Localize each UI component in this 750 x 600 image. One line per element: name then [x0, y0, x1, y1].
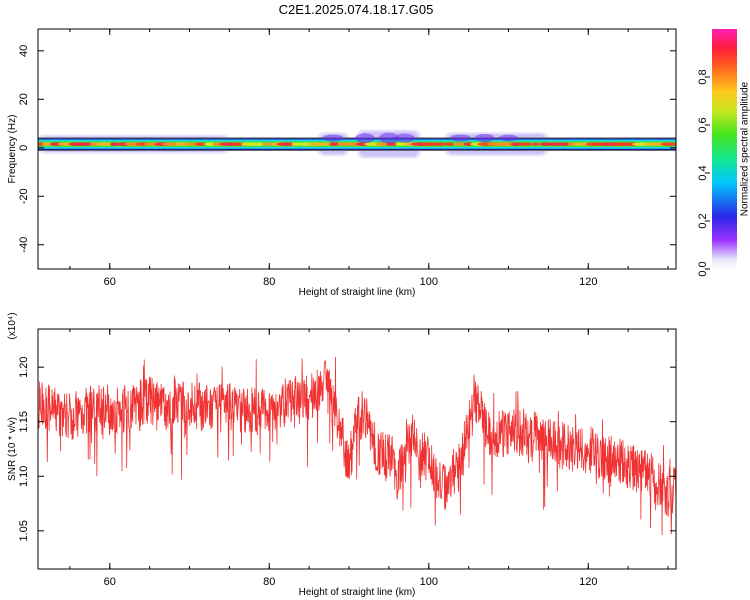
band-blob	[317, 142, 333, 146]
top-ytick-label: 0	[18, 145, 30, 151]
top-xtick-label: 60	[104, 276, 116, 288]
bottom-xtick-label: 100	[420, 576, 438, 588]
band-blob	[539, 142, 551, 146]
band-disturbance	[378, 132, 399, 144]
colorbar-tick-label: 0.8	[697, 69, 709, 84]
top-ytick-label: -20	[18, 188, 30, 204]
band-disturbance	[450, 134, 471, 142]
bottom-ytick-label: 1.20	[18, 356, 30, 377]
band-blob	[233, 142, 245, 146]
bottom-ylabel-multiplier: (x10⁴)	[7, 312, 18, 339]
band-blob	[42, 142, 54, 146]
bottom-ylabel: SNR (10 * v/v)	[7, 417, 18, 481]
band-blob	[375, 142, 390, 146]
band-blob	[96, 142, 114, 146]
chart-title: C2E1.2025.074.18.17.G05	[279, 2, 434, 17]
snr-series-line	[38, 356, 676, 535]
band-blob	[433, 142, 447, 146]
band-disturbance	[323, 134, 344, 142]
band-blob	[531, 142, 540, 146]
band-blob	[252, 142, 264, 146]
band-blob	[463, 142, 474, 146]
band-blob	[110, 142, 119, 146]
colorbar-tick-label: 0.4	[697, 165, 709, 180]
band-blob	[291, 142, 302, 146]
band-blob	[194, 142, 207, 146]
bottom-xtick-label: 80	[263, 576, 275, 588]
spectral-band	[38, 129, 676, 159]
band-disturbance	[394, 133, 415, 143]
band-blob	[558, 142, 571, 146]
colorbar-gradient	[712, 29, 737, 269]
snr-panel: 60 80 100 120 1.05 1.10 1.15 1.20 Height of stra…	[7, 312, 677, 598]
colorbar-tick-label: 0.0	[697, 261, 709, 276]
top-xtick-label: 120	[579, 276, 597, 288]
band-blob	[299, 142, 312, 146]
band-disturbance	[498, 134, 519, 142]
band-blob	[329, 142, 341, 146]
bottom-xtick-label: 60	[104, 576, 116, 588]
top-ytick-label: 20	[18, 93, 30, 105]
bottom-frame	[37, 328, 677, 570]
band-blob	[632, 142, 650, 146]
band-blob	[240, 142, 257, 146]
band-blob	[444, 142, 455, 146]
spectrogram-panel: 60 80 100 120 -40 -20 0 20 40 Height of straight …	[7, 28, 677, 298]
bottom-ytick-label: 1.10	[18, 466, 30, 487]
band-blob	[547, 142, 563, 146]
colorbar: 0.0 0.2 0.4 0.6 0.8 Normalized spectral ampli…	[697, 29, 750, 277]
band-blob	[660, 142, 676, 146]
band-blob	[395, 142, 409, 146]
band-blob	[453, 142, 465, 146]
band-blob	[184, 142, 198, 146]
top-xtick-label: 80	[263, 276, 275, 288]
top-ylabel: Frequency (Hz)	[7, 115, 18, 184]
colorbar-tick-label: 0.6	[697, 117, 709, 132]
top-ytick-label: 40	[18, 45, 30, 57]
bottom-ytick-label: 1.05	[18, 520, 30, 541]
band-blob	[175, 142, 188, 146]
top-xlabel: Height of straight line (km)	[299, 287, 416, 298]
band-blob	[520, 142, 532, 146]
bottom-xtick-label: 120	[579, 576, 597, 588]
top-xtick-label: 100	[420, 276, 438, 288]
top-frame	[37, 28, 677, 270]
band-disturbance	[474, 133, 495, 143]
bottom-ytick-label: 1.15	[18, 411, 30, 432]
top-ytick-label: -40	[18, 237, 30, 253]
band-blob	[77, 142, 95, 146]
band-disturbance	[354, 133, 375, 143]
colorbar-label: Normalized spectral amplitude	[740, 81, 750, 216]
bottom-xlabel: Height of straight line (km)	[299, 587, 416, 598]
colorbar-tick-label: 0.2	[697, 213, 709, 228]
band-blob	[263, 142, 273, 146]
band-blob	[510, 142, 523, 146]
